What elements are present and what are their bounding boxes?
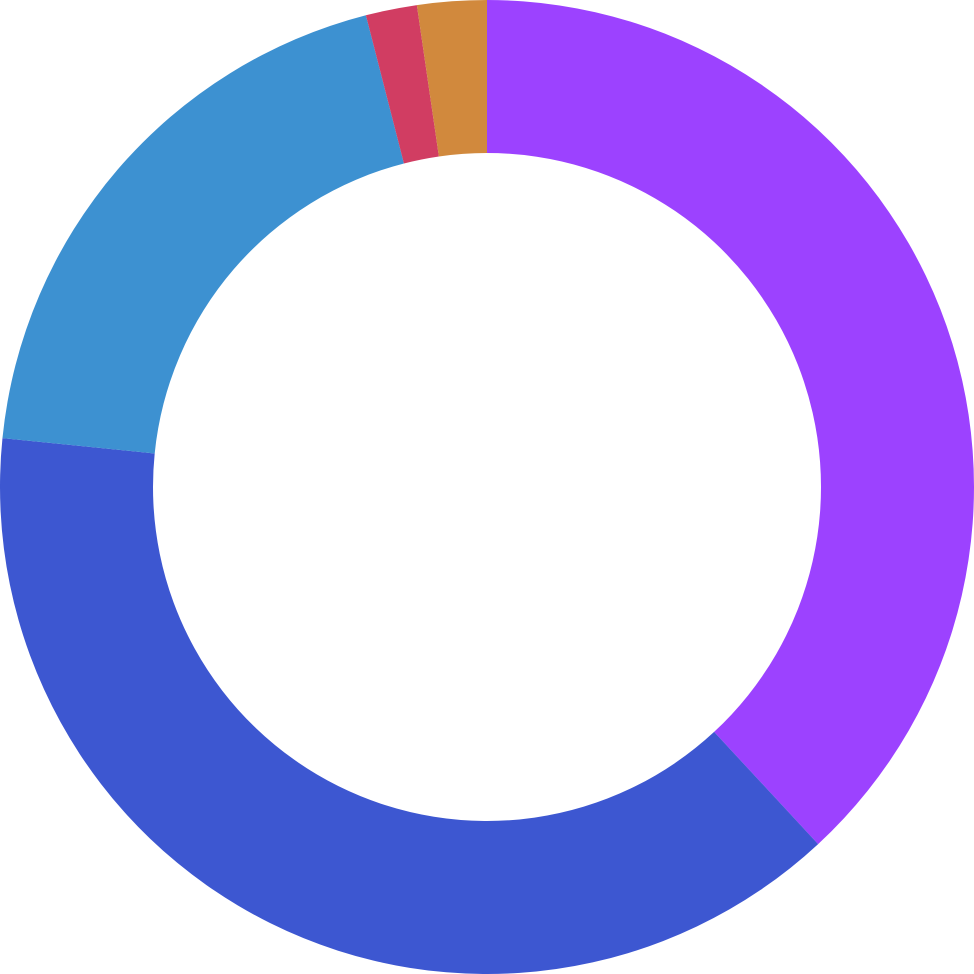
donut-slice-2 xyxy=(0,438,819,974)
donut-slice-3 xyxy=(2,15,404,454)
donut-slice-5 xyxy=(416,0,487,157)
donut-slice-4 xyxy=(365,5,439,164)
donut-slice-1 xyxy=(487,0,974,845)
